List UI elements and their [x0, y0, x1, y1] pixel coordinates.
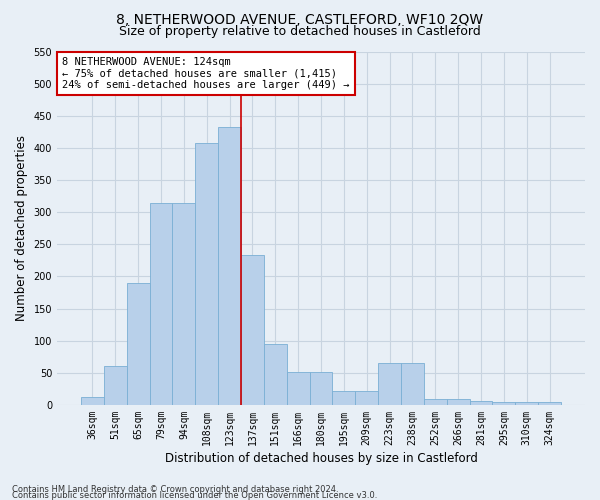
Text: Contains public sector information licensed under the Open Government Licence v3: Contains public sector information licen… [12, 491, 377, 500]
Bar [424, 398, 447, 405]
Bar [447, 398, 470, 405]
Bar [104, 366, 127, 405]
Text: Contains HM Land Registry data © Crown copyright and database right 2024.: Contains HM Land Registry data © Crown c… [12, 485, 338, 494]
Bar [401, 363, 424, 405]
Bar [515, 402, 538, 405]
Bar [310, 372, 332, 405]
Bar [355, 391, 378, 405]
Text: Size of property relative to detached houses in Castleford: Size of property relative to detached ho… [119, 25, 481, 38]
Bar [470, 401, 493, 405]
Bar [172, 202, 196, 405]
Bar [196, 144, 218, 405]
Bar [538, 402, 561, 405]
Text: 8, NETHERWOOD AVENUE, CASTLEFORD, WF10 2QW: 8, NETHERWOOD AVENUE, CASTLEFORD, WF10 2… [116, 12, 484, 26]
Bar [149, 202, 172, 405]
Bar [264, 344, 287, 405]
X-axis label: Distribution of detached houses by size in Castleford: Distribution of detached houses by size … [164, 452, 478, 465]
Bar [287, 372, 310, 405]
Y-axis label: Number of detached properties: Number of detached properties [15, 135, 28, 321]
Bar [241, 255, 264, 405]
Bar [127, 283, 149, 405]
Bar [378, 363, 401, 405]
Bar [332, 391, 355, 405]
Text: 8 NETHERWOOD AVENUE: 124sqm
← 75% of detached houses are smaller (1,415)
24% of : 8 NETHERWOOD AVENUE: 124sqm ← 75% of det… [62, 57, 350, 90]
Bar [493, 402, 515, 405]
Bar [218, 126, 241, 405]
Bar [81, 397, 104, 405]
